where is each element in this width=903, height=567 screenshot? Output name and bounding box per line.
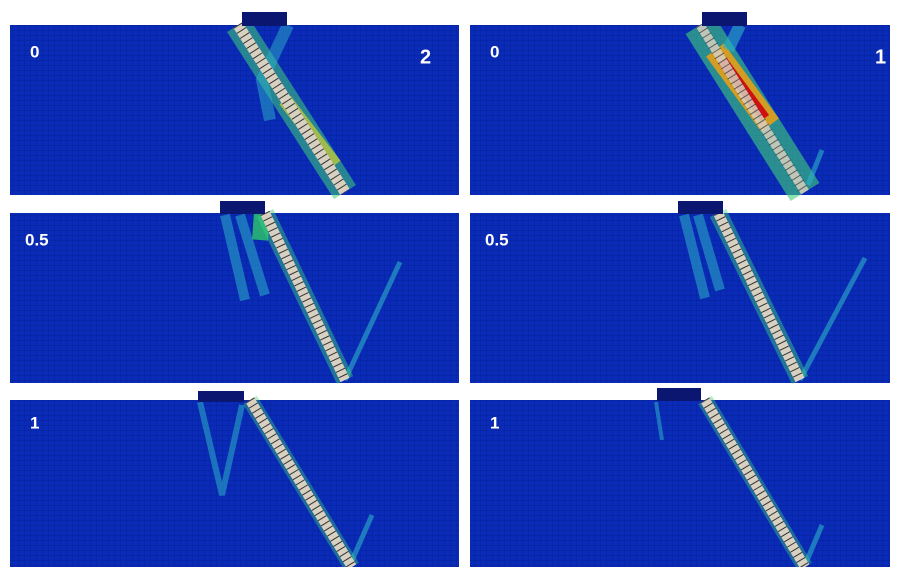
panel-label: 0 (490, 42, 499, 61)
panel-label: 0.5 (25, 230, 49, 249)
footing (678, 201, 723, 214)
footing (657, 388, 701, 401)
shear-bands (197, 15, 868, 567)
footing (198, 391, 244, 402)
panel (470, 213, 890, 383)
panel (10, 25, 459, 195)
panel-label: 2 (420, 46, 431, 68)
footing (242, 12, 287, 26)
panel-label: 0 (30, 42, 39, 61)
panel (470, 400, 890, 567)
panel-label: 0.5 (485, 230, 509, 249)
panel-label: 1 (30, 413, 39, 432)
footing (702, 12, 747, 26)
panel-label: 1 (490, 413, 499, 432)
panel-label: 1 (875, 46, 886, 68)
panel (470, 25, 890, 195)
footing (220, 201, 265, 214)
